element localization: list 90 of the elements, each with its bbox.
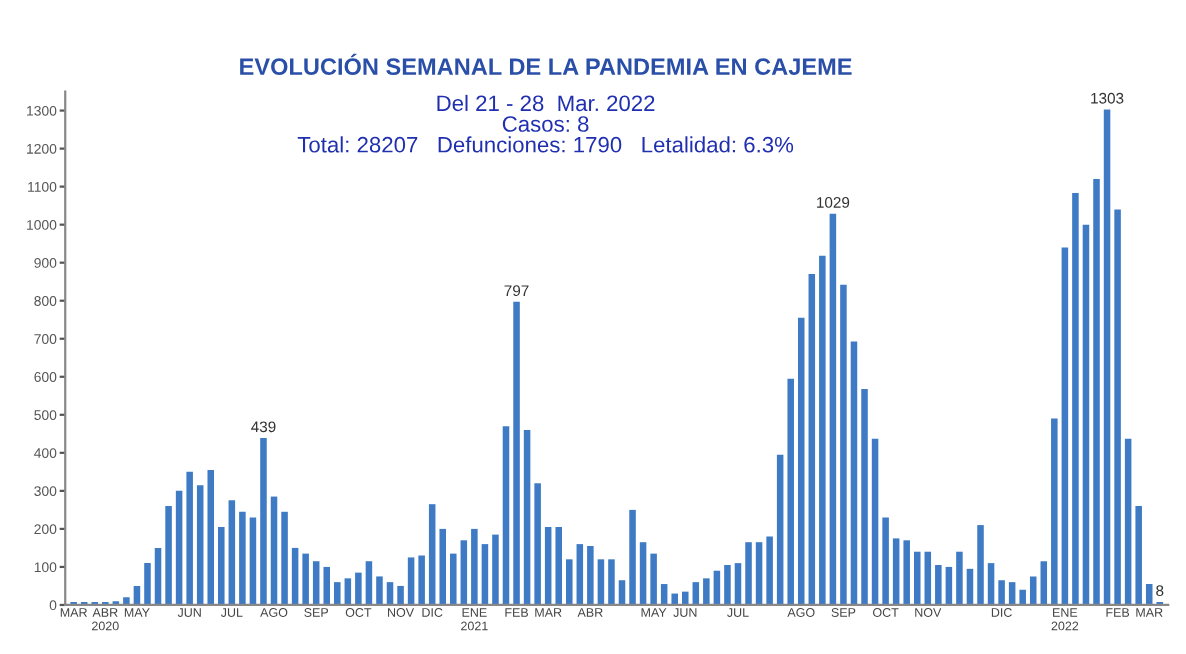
bar xyxy=(566,559,573,605)
bar xyxy=(1040,561,1048,605)
bar xyxy=(576,544,584,605)
bar xyxy=(376,576,383,605)
bar xyxy=(882,517,889,605)
bar xyxy=(840,284,847,605)
bar xyxy=(1135,506,1142,605)
bar xyxy=(913,551,921,605)
bar xyxy=(850,341,858,605)
bar xyxy=(154,547,162,605)
bar xyxy=(186,471,193,605)
bar xyxy=(249,517,257,605)
bar xyxy=(871,438,879,605)
bar xyxy=(819,255,826,605)
bar xyxy=(481,544,489,605)
bar xyxy=(935,565,942,605)
bar xyxy=(1124,438,1132,605)
bar xyxy=(776,454,784,605)
bar xyxy=(555,526,562,605)
bar xyxy=(165,506,172,605)
bar xyxy=(766,536,773,605)
bar xyxy=(861,388,868,605)
bar xyxy=(323,566,331,605)
bar xyxy=(892,538,900,605)
bar xyxy=(144,563,151,605)
bar xyxy=(1072,193,1079,605)
bar xyxy=(597,559,605,605)
bar xyxy=(1093,179,1100,605)
bar xyxy=(703,578,710,605)
bar xyxy=(365,561,373,605)
bar xyxy=(797,317,805,605)
bar xyxy=(207,469,215,605)
bar xyxy=(755,542,763,605)
bar xyxy=(998,580,1005,605)
bar xyxy=(1082,224,1090,605)
bar xyxy=(745,542,752,605)
bar xyxy=(829,213,837,605)
bar xyxy=(639,542,647,605)
bar xyxy=(239,511,246,605)
bar xyxy=(334,582,341,605)
bar xyxy=(1019,589,1026,605)
bar xyxy=(460,540,468,605)
bar xyxy=(1051,418,1058,605)
bar xyxy=(724,565,731,605)
bar xyxy=(608,559,615,605)
bar xyxy=(987,563,995,605)
bar xyxy=(787,378,794,605)
bar xyxy=(502,426,510,605)
bar xyxy=(956,551,963,605)
bar xyxy=(196,485,204,605)
bar xyxy=(123,597,130,605)
bar xyxy=(681,591,689,605)
bar xyxy=(977,525,984,605)
bar xyxy=(924,551,932,605)
bar xyxy=(671,593,678,605)
bar xyxy=(523,430,531,605)
bar xyxy=(344,578,352,605)
bar xyxy=(260,438,267,605)
bar xyxy=(650,553,657,605)
bar xyxy=(534,483,541,605)
bar xyxy=(544,526,552,605)
bar xyxy=(808,274,816,605)
text: Del 21 - 28 Mar. 2022 Casos: 8 Total: 28207 Defunciones: 1790 Letalidad: 6.3% xyxy=(297,94,794,153)
bar xyxy=(1061,247,1069,605)
bar xyxy=(1029,576,1037,605)
chart-title: EVOLUCIÓN SEMANAL DE LA PANDEMIA EN CAJEME xyxy=(240,53,852,76)
bar xyxy=(903,540,910,605)
bar xyxy=(291,547,299,605)
bar xyxy=(450,553,457,605)
bar xyxy=(228,500,236,605)
bar xyxy=(629,509,636,605)
bar xyxy=(471,528,478,605)
bar xyxy=(175,490,183,605)
bar xyxy=(312,561,320,605)
bar xyxy=(218,526,225,605)
bar xyxy=(513,301,520,605)
bar xyxy=(418,555,425,605)
bar xyxy=(492,534,499,605)
bar xyxy=(302,553,309,605)
bar xyxy=(281,511,288,605)
bar xyxy=(428,504,436,605)
bar xyxy=(270,496,278,605)
bar xyxy=(407,557,415,605)
bar xyxy=(439,528,446,605)
bar xyxy=(1103,109,1111,605)
bar xyxy=(1114,209,1121,605)
bar xyxy=(397,585,404,605)
bar xyxy=(355,572,362,605)
bar xyxy=(734,563,742,605)
bar xyxy=(587,546,594,605)
